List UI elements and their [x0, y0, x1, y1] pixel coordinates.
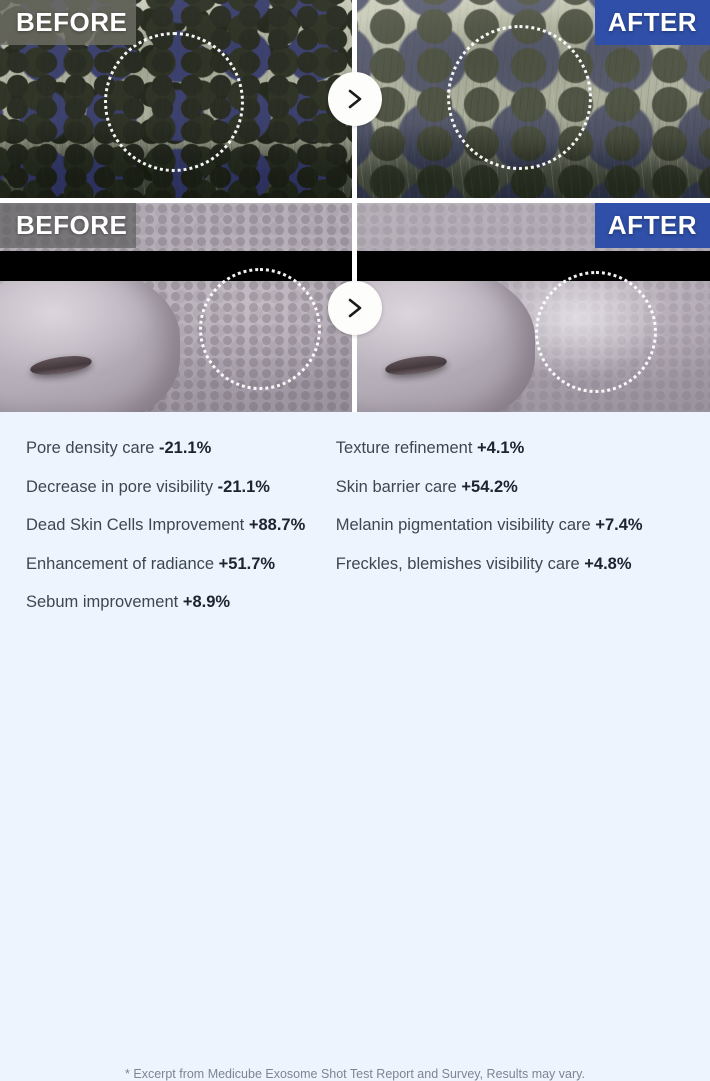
stat-row: Sebum improvement +8.9%: [26, 594, 336, 611]
stat-value: +51.7%: [218, 554, 276, 573]
nose-shape-after: [355, 262, 535, 412]
stat-value: -21.1%: [159, 439, 212, 457]
stat-row: Texture refinement +4.1%: [336, 440, 684, 457]
stat-row: Melanin pigmentation visibility care +7.…: [336, 517, 684, 534]
stat-label: Pore density care: [26, 439, 155, 457]
stat-label: Decrease in pore visibility: [26, 477, 214, 496]
nostril-after: [384, 352, 448, 379]
before-image-pore-texture: BEFORE: [0, 0, 355, 198]
stat-label: Skin barrier care: [335, 477, 457, 496]
after-label-row2: AFTER: [607, 210, 698, 240]
nose-shape-before: [0, 262, 180, 412]
before-badge-row1: BEFORE: [0, 0, 136, 45]
stat-value: +7.4%: [595, 516, 643, 534]
black-band-before: [0, 251, 355, 281]
stat-value: -21.1%: [217, 477, 270, 496]
zoom-circle-marker-before: [104, 32, 244, 172]
stat-value: +8.9%: [182, 593, 231, 611]
stat-label: Dead Skin Cells Improvement: [26, 516, 245, 534]
nostril-before: [29, 352, 93, 379]
row-separator: [0, 198, 710, 203]
after-label-row1: AFTER: [607, 7, 698, 37]
stats-grid: Pore density care -21.1% Decrease in por…: [0, 440, 710, 633]
stat-row: Freckles, blemishes visibility care +4.8…: [335, 554, 684, 573]
stat-value: +88.7%: [248, 516, 306, 534]
black-band-after: [355, 251, 710, 281]
chevron-right-icon[interactable]: [328, 72, 382, 126]
stat-label: Melanin pigmentation visibility care: [335, 516, 591, 534]
stat-value: +54.2%: [461, 477, 518, 496]
after-badge-row2: AFTER: [595, 203, 710, 248]
stat-label: Texture refinement: [335, 439, 473, 457]
stat-label: Freckles, blemishes visibility care: [335, 554, 580, 573]
stat-row: Skin barrier care +54.2%: [335, 477, 684, 496]
after-image-nose-pores: AFTER: [355, 203, 710, 412]
footnote: * Excerpt from Medicube Exosome Shot Tes…: [125, 1067, 585, 1081]
stat-row: Enhancement of radiance +51.7%: [26, 554, 336, 573]
before-image-nose-pores: BEFORE: [0, 203, 355, 412]
results-section: Pore density care -21.1% Decrease in por…: [0, 412, 710, 1081]
comparison-row-pore-texture: BEFORE AFTER: [0, 0, 710, 198]
stats-column-left: Pore density care -21.1% Decrease in por…: [26, 440, 336, 633]
stat-value: +4.8%: [584, 554, 632, 573]
stat-row: Decrease in pore visibility -21.1%: [26, 477, 336, 496]
zoom-circle-marker-after: [535, 271, 657, 393]
chevron-right-icon[interactable]: [328, 280, 382, 335]
before-badge-row2: BEFORE: [0, 203, 136, 248]
stat-label: Enhancement of radiance: [26, 554, 215, 573]
after-image-pore-texture: AFTER: [355, 0, 710, 198]
stat-row: Pore density care -21.1%: [26, 440, 336, 457]
before-label-row2: BEFORE: [16, 210, 128, 240]
before-label-row1: BEFORE: [16, 7, 128, 37]
after-badge-row1: AFTER: [595, 0, 710, 45]
stats-column-right: Texture refinement +4.1% Skin barrier ca…: [336, 440, 684, 633]
comparison-row-nose-pores: BEFORE AFTER: [0, 203, 710, 412]
zoom-circle-marker-after: [447, 25, 592, 170]
stat-value: +4.1%: [477, 439, 525, 457]
zoom-circle-marker-before: [199, 268, 321, 390]
stat-label: Sebum improvement: [26, 593, 179, 611]
stat-row: Dead Skin Cells Improvement +88.7%: [26, 517, 336, 534]
